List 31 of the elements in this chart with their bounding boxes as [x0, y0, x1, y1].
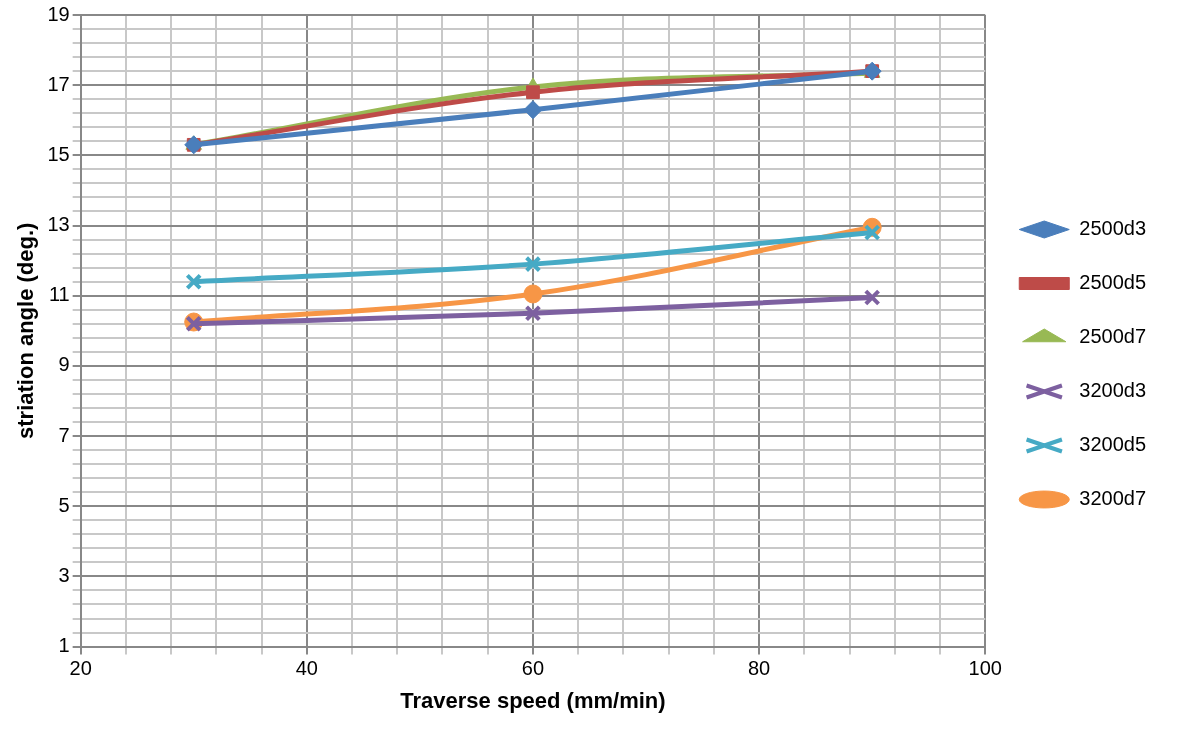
x-tick-label: 80 — [747, 657, 771, 680]
x-axis-title: Traverse speed (mm/min) — [400, 687, 666, 713]
x-tick-label: 20 — [69, 657, 92, 680]
y-tick-label: 15 — [47, 142, 70, 165]
point — [523, 284, 543, 304]
legend-label: 2500d7 — [1079, 325, 1147, 348]
legend-label: 3200d7 — [1079, 487, 1147, 510]
point — [524, 304, 542, 322]
y-tick-label: 11 — [48, 283, 70, 306]
y-axis-title: striation angle (deg.) — [13, 222, 39, 439]
point — [526, 85, 540, 100]
point — [185, 273, 203, 291]
legend-label: 3200d5 — [1079, 433, 1147, 456]
x-tick-label: 40 — [295, 657, 318, 680]
legend-label: 2500d5 — [1079, 271, 1147, 294]
y-tick-label: 19 — [47, 2, 70, 25]
y-tick-label: 13 — [47, 213, 70, 236]
x-tick-label: 100 — [968, 657, 1002, 680]
y-tick-label: 17 — [47, 72, 70, 95]
legend-label: 3200d3 — [1079, 379, 1147, 402]
point — [523, 100, 543, 120]
y-tick-label: 9 — [58, 353, 70, 376]
point — [863, 224, 881, 241]
point — [863, 289, 881, 306]
legend-label: 2500d3 — [1079, 217, 1147, 240]
x-tick-label: 60 — [521, 657, 545, 680]
y-tick-label: 5 — [58, 493, 70, 516]
y-tick-label: 1 — [58, 634, 70, 657]
y-tick-label: 7 — [58, 423, 70, 446]
point — [524, 255, 542, 273]
y-tick-label: 3 — [58, 563, 70, 586]
